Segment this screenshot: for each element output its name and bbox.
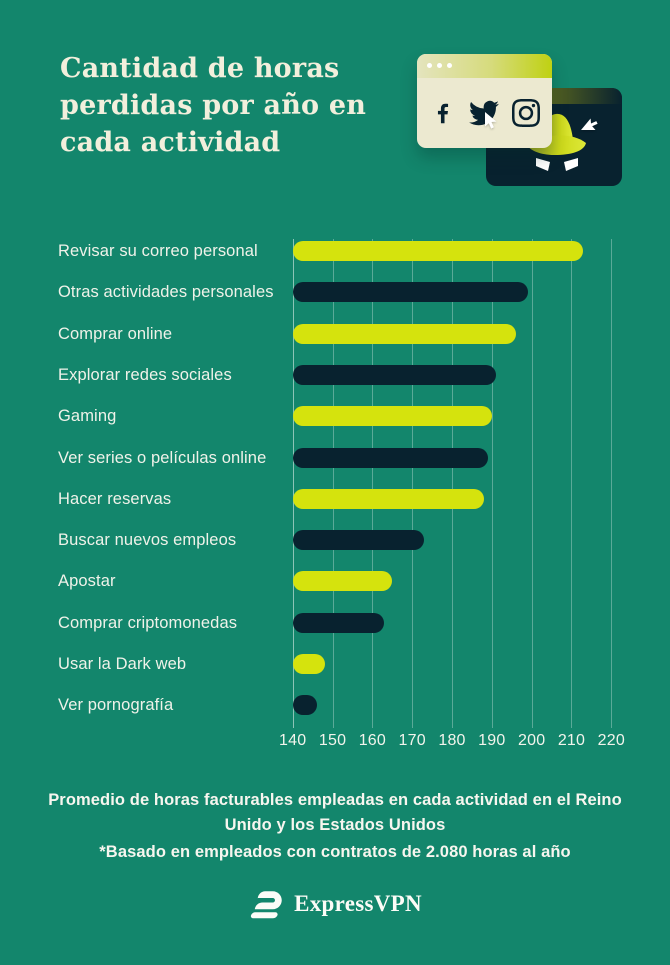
bar-label: Usar la Dark web (58, 654, 187, 673)
x-axis-tick-label: 210 (557, 732, 586, 749)
page-title: Cantidad de horas perdidas por año en ca… (60, 53, 367, 158)
bar (292, 571, 393, 592)
bar (292, 241, 584, 262)
bar-label: Hacer reservas (58, 489, 172, 508)
x-axis-tick-label: 220 (597, 732, 625, 749)
chart-footnote: *Basado en empleados con contratos de 2.… (99, 843, 571, 861)
gridline (292, 239, 294, 728)
gridline (531, 239, 533, 728)
gridline (571, 239, 573, 728)
social-spy-illustration (0, 0, 670, 220)
bar-label: Ver pornografía (58, 696, 174, 715)
x-axis-tick-label: 200 (517, 732, 546, 749)
bar-label: Gaming (58, 407, 117, 426)
x-axis-tick-label: 150 (318, 732, 347, 749)
bar-label: Ver series o películas online (58, 448, 267, 467)
chart-caption: Promedio de horas facturables empleadas … (48, 791, 622, 834)
bar-label: Otras actividades personales (58, 283, 274, 302)
bar-label: Buscar nuevos empleos (58, 531, 237, 550)
browser-window (417, 54, 552, 148)
expressvpn-icon (250, 891, 282, 919)
gridline (611, 239, 613, 728)
expressvpn-wordmark: ExpressVPN (294, 891, 422, 916)
facebook-icon (437, 103, 448, 124)
expressvpn-logo: ExpressVPN (0, 884, 670, 924)
bar (292, 653, 325, 674)
cursor-icon (485, 112, 497, 129)
x-axis-tick-label: 160 (358, 732, 386, 749)
bar (292, 406, 492, 427)
window-dot (437, 63, 442, 68)
x-axis-tick-label: 180 (438, 732, 466, 749)
bar (292, 323, 516, 344)
x-axis-tick-label: 140 (279, 732, 307, 749)
bar-label: Revisar su correo personal (58, 242, 258, 261)
bar-label: Comprar online (58, 324, 173, 343)
bar-chart: 140 150 160 170 180 190 200 210 220 Revisar su co… (0, 239, 670, 759)
bar (292, 612, 385, 633)
instagram-icon (511, 99, 540, 127)
x-axis-tick-label: 170 (398, 732, 426, 749)
gridline (491, 239, 493, 728)
bar-label: Apostar (58, 572, 116, 591)
bar-label: Explorar redes sociales (58, 365, 232, 384)
gridline (412, 239, 414, 728)
browser-titlebar (417, 54, 552, 78)
window-dot (427, 63, 432, 68)
gridline (452, 239, 453, 728)
bar (292, 530, 425, 551)
bar (292, 447, 488, 468)
x-axis-tick-label: 190 (478, 732, 506, 749)
bar-label: Comprar criptomonedas (58, 613, 238, 632)
gridline (332, 239, 334, 728)
bar (292, 282, 528, 303)
bar (292, 364, 496, 385)
bar (292, 488, 484, 509)
gridline (372, 239, 374, 728)
bar (292, 695, 317, 716)
window-dot (447, 63, 452, 68)
cursor-icon (581, 118, 598, 130)
